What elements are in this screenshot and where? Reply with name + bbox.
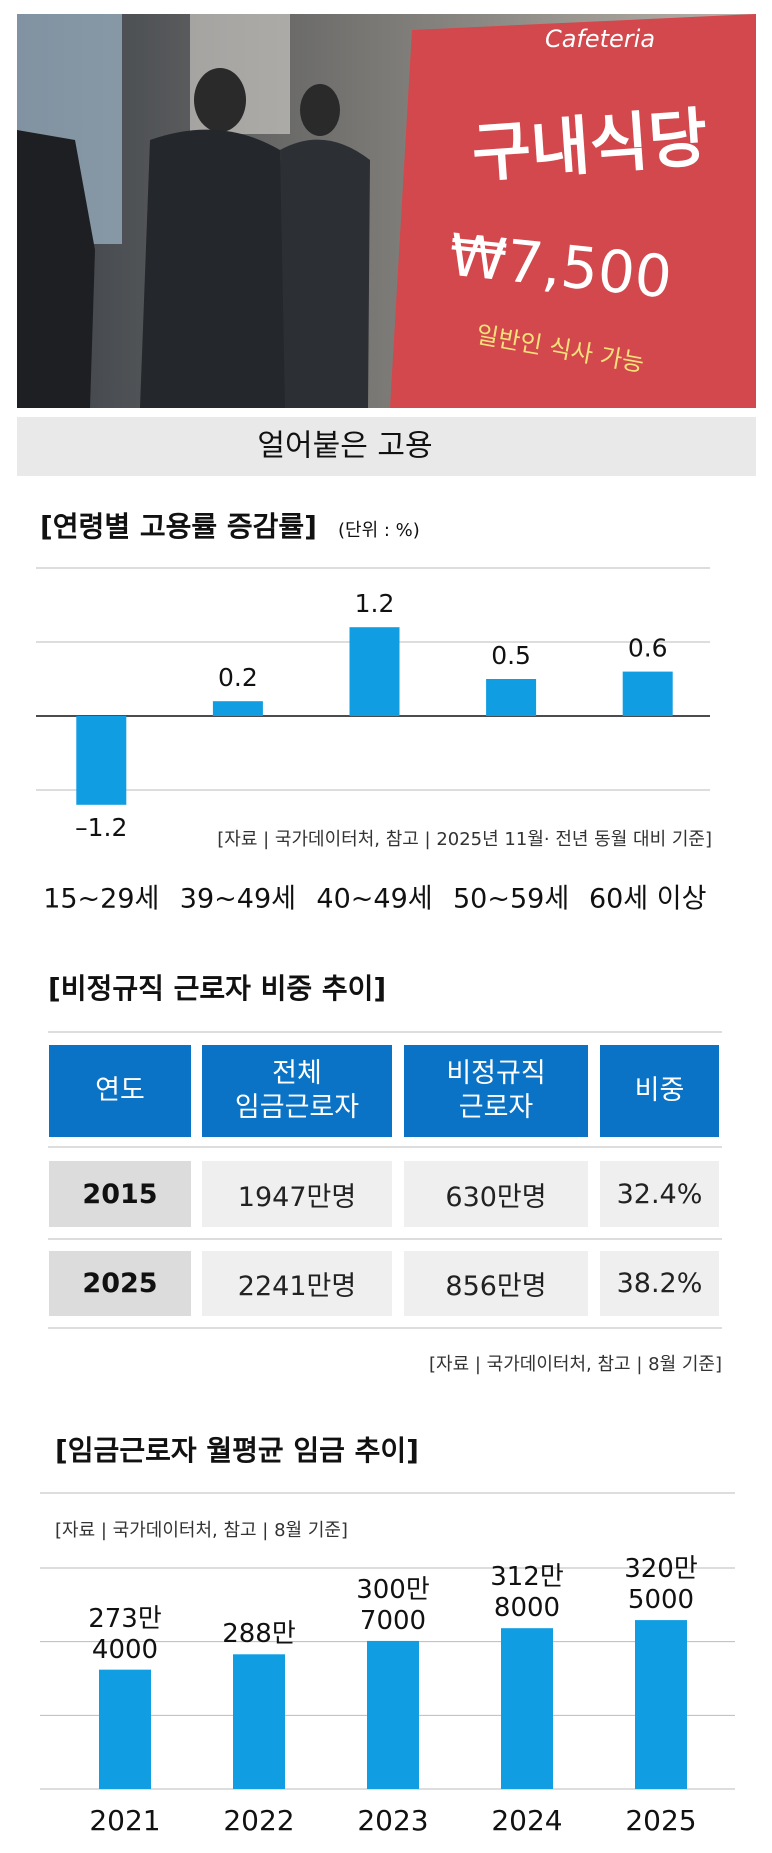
table-year: 2015	[49, 1161, 191, 1227]
photo-person	[194, 68, 246, 132]
bar	[349, 627, 400, 716]
x-tick-label: 15~29세	[43, 884, 159, 915]
photo-person	[17, 130, 95, 408]
photo-person	[140, 129, 290, 409]
table-cell: 38.2%	[600, 1251, 719, 1316]
x-tick-label: 40~49세	[316, 884, 432, 915]
table-cell: 32.4%	[600, 1161, 719, 1227]
table-header: 비정규직 근로자	[404, 1045, 588, 1137]
chart-unit: (단위 : %)	[338, 520, 420, 541]
x-tick-label: 2021	[89, 1804, 160, 1837]
bar	[233, 1654, 285, 1789]
x-tick-label: 39~49세	[180, 884, 296, 915]
value-label: 0.5	[491, 641, 531, 670]
table-cell: 1947만명	[202, 1161, 392, 1227]
photo-sign	[390, 14, 756, 408]
table-header: 전체 임금근로자	[202, 1045, 392, 1137]
bar	[635, 1620, 687, 1789]
value-label: 273만 4000	[88, 1603, 162, 1665]
value-label: 288만	[222, 1619, 296, 1650]
photo-person	[280, 139, 370, 409]
value-label: 0.6	[628, 634, 668, 663]
x-tick-label: 60세 이상	[589, 884, 706, 915]
value-label: 0.2	[218, 663, 258, 692]
table-title: [비정규직 근로자 비중 추이]	[48, 972, 386, 1005]
sign-text: Cafeteria	[545, 25, 655, 53]
x-tick-label: 2022	[223, 1804, 294, 1837]
value-label: 1.2	[355, 589, 395, 618]
value-label: –1.2	[75, 813, 127, 842]
bar	[622, 671, 673, 716]
x-tick-label: 2024	[491, 1804, 562, 1837]
banner-title: 얼어붙은 고용	[257, 429, 432, 464]
x-tick-label: 2023	[357, 1804, 428, 1837]
chart-title: [연령별 고용률 증감률]	[40, 510, 317, 543]
bar	[367, 1640, 419, 1789]
table-year: 2025	[49, 1251, 191, 1316]
photo: Cafeteria 구내식당 ₩7,500 일반인 식사 가능	[17, 14, 756, 409]
value-label: 320만 5000	[624, 1554, 698, 1616]
bar	[76, 716, 127, 805]
bar	[212, 701, 263, 716]
table-header: 연도	[49, 1045, 191, 1137]
table-header: 비중	[600, 1045, 719, 1137]
table-cell: 2241만명	[202, 1251, 392, 1316]
table-cell: 630만명	[404, 1161, 588, 1227]
sign-text: 구내식당	[470, 101, 710, 191]
photo-person	[300, 84, 340, 136]
x-tick-label: 50~59세	[453, 884, 569, 915]
table-cell: 856만명	[404, 1251, 588, 1316]
chart-source: [자료 | 국가데이터처, 참고 | 2025년 11월· 전년 동월 대비 기…	[217, 829, 712, 850]
chart-source: [자료 | 국가데이터처, 참고 | 8월 기준]	[55, 1520, 348, 1541]
bar	[486, 679, 537, 716]
bar	[99, 1669, 151, 1789]
table-source: [자료 | 국가데이터처, 참고 | 8월 기준]	[429, 1354, 722, 1375]
value-label: 300만 7000	[356, 1574, 430, 1636]
value-label: 312만 8000	[490, 1562, 564, 1624]
banner	[17, 417, 756, 476]
chart-title: [임금근로자 월평균 임금 추이]	[55, 1434, 419, 1467]
bar	[501, 1628, 553, 1789]
x-tick-label: 2025	[625, 1804, 696, 1837]
